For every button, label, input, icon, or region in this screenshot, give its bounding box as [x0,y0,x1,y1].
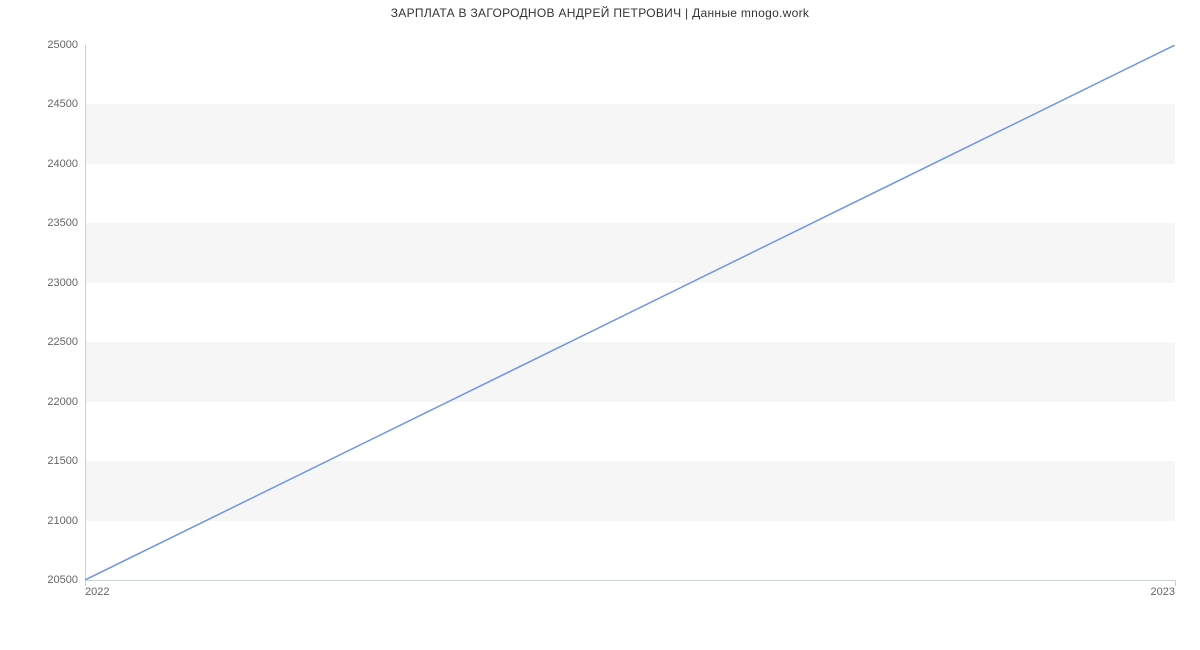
y-tick-label: 21500 [30,455,78,467]
x-tick-label: 2022 [85,586,109,598]
y-tick-label: 24000 [30,158,78,170]
chart-title: ЗАРПЛАТА В ЗАГОРОДНОВ АНДРЕЙ ПЕТРОВИЧ | … [0,6,1200,20]
series-layer [85,45,1175,580]
y-tick-label: 23500 [30,217,78,229]
x-axis-line [85,580,1175,581]
y-tick-label: 21000 [30,515,78,527]
x-tick-mark [1175,580,1176,586]
plot-area: 2050021000215002200022500230002350024000… [85,45,1175,580]
series-line-salary [85,45,1175,580]
y-tick-label: 20500 [30,574,78,586]
y-tick-label: 22000 [30,396,78,408]
y-tick-label: 24500 [30,98,78,110]
x-tick-mark [85,580,86,586]
y-tick-label: 22500 [30,336,78,348]
chart-container: ЗАРПЛАТА В ЗАГОРОДНОВ АНДРЕЙ ПЕТРОВИЧ | … [0,0,1200,650]
y-tick-label: 25000 [30,39,78,51]
x-tick-label: 2023 [1151,586,1175,598]
y-tick-label: 23000 [30,277,78,289]
